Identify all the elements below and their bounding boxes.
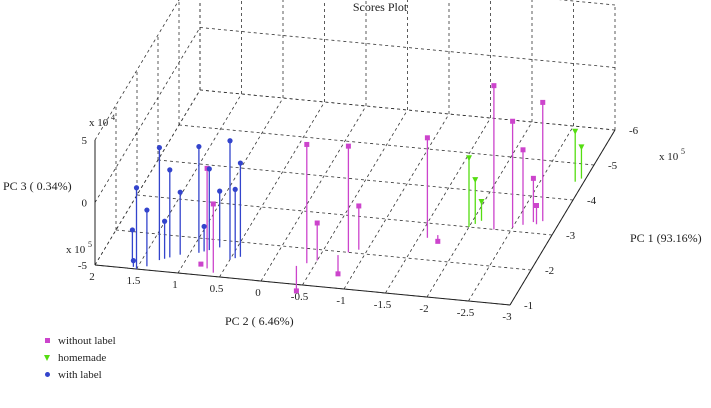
x-tick-label: -4 — [587, 195, 597, 207]
floor-grid-line — [219, 101, 325, 278]
legend-item-homemade: homemade — [40, 350, 116, 365]
data-point-triangle — [578, 144, 585, 151]
data-point-triangle — [478, 199, 485, 206]
data-point-circle — [201, 223, 207, 230]
floor-grid-line — [260, 105, 367, 282]
data-point-square — [314, 220, 320, 226]
y-tick-label: 0 — [255, 287, 261, 299]
x-multiplier: x 10 5 — [659, 147, 685, 163]
data-point-circle — [206, 166, 212, 172]
z-tick-label: 5 — [82, 135, 88, 147]
data-point-square — [356, 203, 362, 209]
floor-grid-line — [136, 93, 242, 270]
legend-label: with label — [58, 368, 102, 381]
floor-grid-line — [468, 125, 574, 302]
data-point-circle — [162, 218, 168, 224]
data-point-circle — [129, 227, 135, 233]
legend-label: homemade — [58, 351, 107, 364]
z-multiplier: x 10 4 — [89, 113, 115, 129]
svg-text:x 10: x 10 — [89, 117, 109, 129]
y-tick-label: 2 — [89, 271, 95, 283]
data-point-circle — [237, 160, 243, 166]
legend-item-with-label: with label — [40, 367, 116, 382]
y-tick-label: -1.5 — [374, 299, 392, 311]
x-tick-label: -6 — [629, 125, 639, 137]
data-point-square — [510, 118, 516, 124]
svg-text:4: 4 — [111, 113, 115, 122]
data-point-circle — [156, 145, 162, 151]
wall-grid-line — [94, 27, 201, 203]
y-tick-label: -2 — [419, 303, 428, 315]
data-point-square — [345, 143, 351, 149]
data-point-square — [520, 147, 526, 153]
data-point-triangle — [572, 128, 579, 135]
data-point-circle — [227, 138, 233, 144]
grid-lines — [94, 0, 616, 306]
floor-grid-line — [343, 113, 450, 290]
data-point-circle — [130, 258, 136, 264]
y-tick-label: -0.5 — [291, 291, 309, 303]
y-tick-label: -3 — [502, 311, 512, 323]
z-axis-label: PC 3 ( 0.34%) — [3, 179, 72, 193]
stems — [131, 85, 583, 291]
tick-labels: 2 1.5 1 0.5 0 -0.5 -1 -1.5 -2 -2.5 -3 -1 -2 -3 -4 -5 -6 5… — [78, 125, 639, 323]
x-tick-label: -2 — [545, 265, 554, 277]
data-point-triangle — [472, 177, 479, 184]
x-axis-label: PC 1 (93.16%) — [630, 231, 702, 245]
data-point-square — [424, 135, 430, 141]
data-point-square — [304, 141, 310, 147]
data-point-square — [435, 238, 441, 244]
data-point-circle — [167, 167, 173, 173]
data-point-circle — [177, 189, 183, 195]
legend-label: without label — [58, 334, 116, 347]
data-point-square — [534, 203, 539, 208]
x-tick-label: -5 — [608, 160, 618, 172]
legend: without label homemade with label — [40, 333, 116, 384]
data-point-circle — [196, 143, 202, 150]
triangle-marker-icon — [40, 352, 54, 364]
data-point-square — [491, 83, 497, 89]
y-tick-label: 0.5 — [210, 283, 224, 295]
floor-grid-line — [115, 229, 532, 271]
data-points — [129, 83, 585, 294]
square-marker-icon — [40, 335, 54, 347]
y-axis-label: PC 2 ( 6.46%) — [225, 314, 294, 328]
data-point-square — [293, 288, 299, 294]
data-point-circle — [232, 186, 238, 192]
x-tick-label: -3 — [566, 230, 576, 242]
y-tick-label: 1.5 — [127, 275, 141, 287]
chart-title: Scores Plot — [353, 0, 408, 14]
z-tick-label: -5 — [78, 260, 88, 272]
floor-grid-line — [385, 117, 491, 294]
svg-text:x 10: x 10 — [66, 244, 86, 256]
axis-edge — [509, 129, 616, 306]
data-point-square — [198, 261, 204, 267]
data-point-triangle — [466, 155, 472, 162]
wall-grid-line — [94, 89, 201, 266]
wall-grid-line — [94, 0, 180, 141]
z-tick-label: 0 — [82, 198, 88, 210]
floor-grid-line — [302, 109, 408, 286]
svg-text:x 10: x 10 — [659, 151, 679, 163]
legend-item-without-label: without label — [40, 333, 116, 348]
data-point-square — [210, 201, 216, 207]
svg-text:5: 5 — [88, 240, 92, 249]
data-point-circle — [133, 185, 140, 191]
floor-grid-line — [426, 121, 533, 298]
axes-box — [94, 129, 616, 306]
data-point-square — [530, 175, 536, 181]
data-point-circle — [144, 207, 150, 213]
x-tick-label: -1 — [524, 300, 533, 312]
data-point-square — [335, 271, 341, 277]
y-tick-label: -1 — [336, 295, 345, 307]
svg-text:5: 5 — [681, 147, 685, 156]
data-point-square — [540, 99, 546, 105]
y-tick-label: -2.5 — [457, 307, 475, 319]
y-multiplier: x 10 5 — [66, 240, 92, 256]
y-tick-label: 1 — [172, 279, 178, 291]
axis-edge — [94, 264, 511, 306]
circle-marker-icon — [40, 369, 54, 381]
data-point-circle — [217, 188, 223, 194]
